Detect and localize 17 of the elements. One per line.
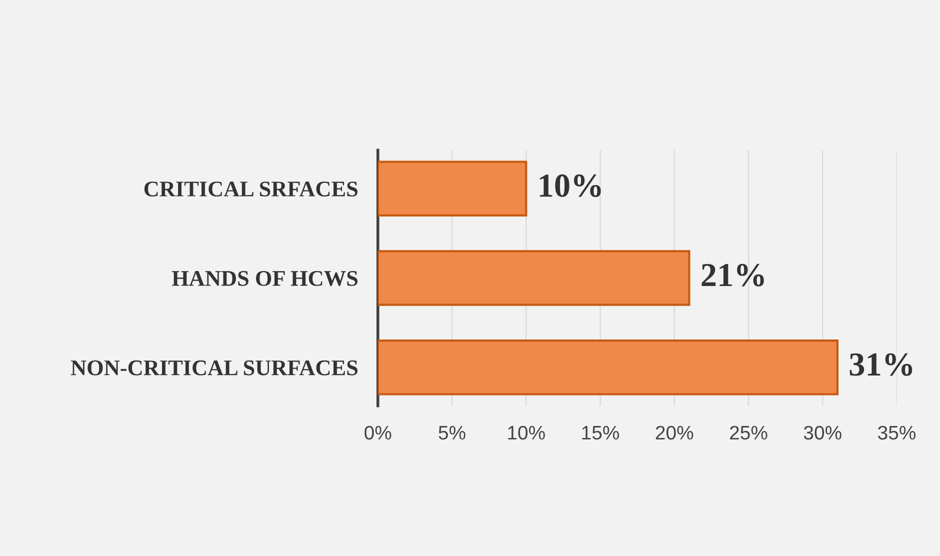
x-tick-label: 0% xyxy=(364,426,392,440)
x-tick-label: 30% xyxy=(804,426,842,440)
x-tick-label: 35% xyxy=(878,426,916,440)
x-tick-label: 15% xyxy=(582,426,620,440)
y-tick-label: HANDS OF HCWS xyxy=(172,270,358,286)
y-tick-label: CRITICAL SRFACES xyxy=(144,182,358,196)
x-tick-label: 25% xyxy=(730,426,768,440)
x-tick-label: 20% xyxy=(656,426,694,440)
data-label: 10% xyxy=(540,174,601,198)
x-tick-label: 5% xyxy=(438,426,466,440)
data-label: 31% xyxy=(850,353,912,376)
bar xyxy=(378,340,839,396)
bar xyxy=(378,250,690,306)
data-label: 21% xyxy=(702,264,764,286)
x-tick-label: 10% xyxy=(508,426,545,440)
y-tick-label: NON-CRITICAL SURFACES xyxy=(70,360,358,376)
bar xyxy=(378,160,528,216)
